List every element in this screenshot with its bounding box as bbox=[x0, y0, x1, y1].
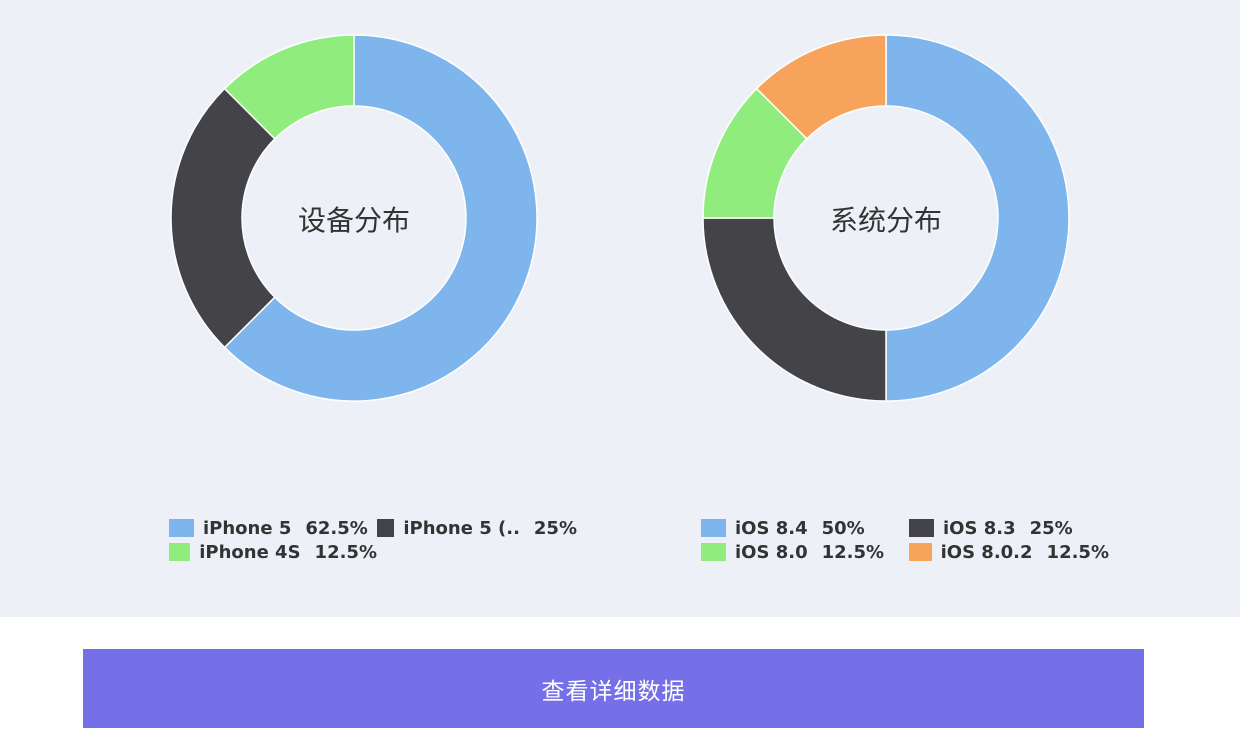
legend-swatch bbox=[169, 543, 191, 561]
legend-item[interactable]: iOS 8.4 50% bbox=[701, 517, 909, 539]
legend-percent: 50% bbox=[821, 517, 865, 539]
pie-slice[interactable] bbox=[223, 34, 538, 402]
legend-label: iOS 8.0 bbox=[735, 541, 808, 563]
pie-slice[interactable] bbox=[223, 34, 355, 140]
legend-item[interactable]: iOS 8.0.2 12.5% bbox=[909, 541, 1109, 563]
view-details-button[interactable]: 查看详细数据 bbox=[83, 649, 1144, 728]
legend-swatch bbox=[701, 543, 726, 561]
pie-slice[interactable] bbox=[755, 34, 887, 140]
legend-label: iOS 8.3 bbox=[943, 517, 1016, 539]
legend-percent: 12.5% bbox=[314, 541, 377, 563]
legend-item[interactable]: iPhone 5 (.. 25% bbox=[377, 517, 577, 539]
legend-swatch bbox=[909, 519, 934, 537]
legend-percent: 62.5% bbox=[305, 517, 368, 539]
system-distribution-chart: 系统分布 iOS 8.4 50% iOS 8.3 25% iOS 8.0 12.5% iOS… bbox=[620, 0, 1240, 617]
device-donut: 设备分布 bbox=[170, 34, 538, 402]
pie-slice[interactable] bbox=[170, 87, 276, 349]
legend-swatch bbox=[377, 519, 395, 537]
legend-percent: 25% bbox=[1029, 517, 1073, 539]
legend-label: iOS 8.4 bbox=[735, 517, 808, 539]
device-chart-title: 设备分布 bbox=[298, 204, 410, 237]
system-donut: 系统分布 bbox=[702, 34, 1070, 402]
legend-item[interactable]: iPhone 5 62.5% bbox=[169, 517, 377, 539]
legend-label: iOS 8.0.2 bbox=[940, 541, 1033, 563]
legend-swatch bbox=[909, 543, 932, 561]
legend-percent: 12.5% bbox=[1046, 541, 1109, 563]
legend-item[interactable]: iOS 8.0 12.5% bbox=[701, 541, 909, 563]
charts-panel: 设备分布 iPhone 5 62.5% iPhone 5 (.. 25% iPhone … bbox=[0, 0, 1240, 617]
legend-swatch bbox=[169, 519, 194, 537]
legend-percent: 12.5% bbox=[821, 541, 885, 563]
device-distribution-chart: 设备分布 iPhone 5 62.5% iPhone 5 (.. 25% iPhone … bbox=[0, 0, 620, 617]
legend-label: iPhone 4S bbox=[199, 541, 301, 563]
legend-item[interactable]: iPhone 4S 12.5% bbox=[169, 541, 377, 563]
legend-label: iPhone 5 (.. bbox=[403, 517, 520, 539]
legend-swatch bbox=[701, 519, 726, 537]
legend-item[interactable]: iOS 8.3 25% bbox=[909, 517, 1109, 539]
legend-label: iPhone 5 bbox=[203, 517, 292, 539]
legend-percent: 25% bbox=[533, 517, 577, 539]
device-legend: iPhone 5 62.5% iPhone 5 (.. 25% iPhone 4S 12.… bbox=[169, 517, 577, 563]
system-chart-title: 系统分布 bbox=[830, 204, 942, 237]
system-legend: iOS 8.4 50% iOS 8.3 25% iOS 8.0 12.5% iOS 8.0.… bbox=[701, 517, 1109, 563]
pie-slice[interactable] bbox=[702, 217, 887, 402]
pie-slice[interactable] bbox=[885, 34, 1070, 402]
